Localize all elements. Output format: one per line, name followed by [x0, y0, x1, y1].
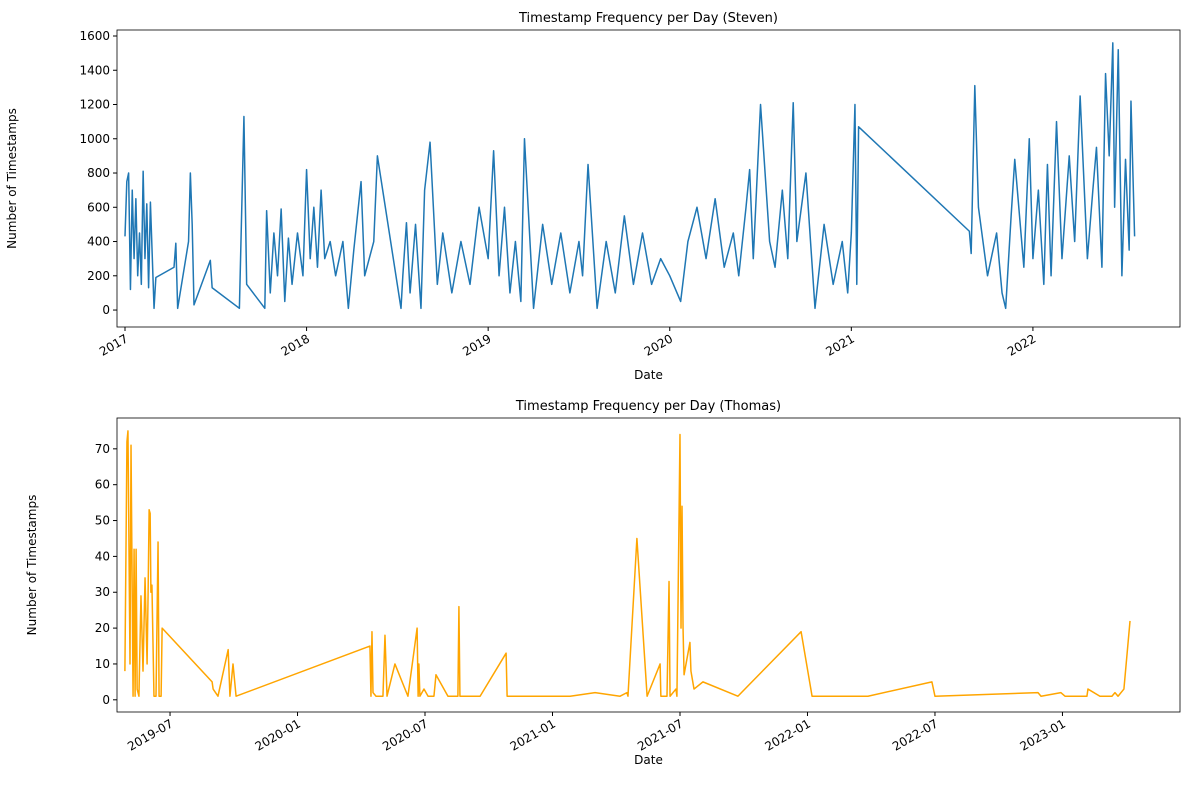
chart-title: Timestamp Frequency per Day (Thomas): [515, 399, 781, 414]
y-tick-label: 1200: [79, 98, 110, 112]
x-tick-label: 2022-01: [763, 716, 813, 753]
x-tick-label: 2022: [1005, 331, 1038, 358]
x-tick-label: 2022-07: [890, 716, 940, 753]
x-tick-label: 2023-01: [1018, 716, 1068, 753]
x-tick-label: 2017: [97, 331, 130, 358]
y-tick-label: 200: [87, 269, 110, 283]
x-tick-label: 2021-01: [508, 716, 558, 753]
y-axis-label: Number of Timestamps: [25, 495, 39, 636]
x-tick-label: 2020-01: [253, 716, 303, 753]
x-axis-label: Date: [634, 368, 663, 382]
data-line: [124, 430, 1131, 697]
y-tick-label: 800: [87, 166, 110, 180]
y-tick-label: 0: [102, 693, 110, 707]
y-tick-label: 600: [87, 200, 110, 214]
x-tick-label: 2020: [642, 331, 675, 358]
y-tick-label: 10: [95, 657, 110, 671]
x-tick-label: 2018: [279, 331, 312, 358]
y-axis-label: Number of Timestamps: [5, 108, 19, 249]
y-tick-label: 70: [95, 442, 110, 456]
chart-title: Timestamp Frequency per Day (Steven): [518, 11, 778, 26]
y-tick-label: 1600: [79, 29, 110, 43]
x-tick-label: 2019: [460, 331, 493, 358]
y-tick-label: 30: [95, 585, 110, 599]
x-tick-label: 2020-07: [380, 716, 430, 753]
data-line: [124, 42, 1136, 310]
y-tick-label: 400: [87, 235, 110, 249]
y-tick-label: 0: [102, 303, 110, 317]
x-tick-label: 2021-07: [635, 716, 685, 753]
y-tick-label: 60: [95, 478, 110, 492]
y-tick-label: 20: [95, 621, 110, 635]
y-tick-label: 1000: [79, 132, 110, 146]
x-tick-label: 2021: [823, 331, 856, 358]
x-tick-label: 2019-07: [125, 716, 175, 753]
y-tick-label: 50: [95, 514, 110, 528]
plot-frame: [116, 417, 1181, 713]
plot-frame: [116, 29, 1181, 328]
y-tick-label: 40: [95, 549, 110, 563]
y-tick-label: 1400: [79, 63, 110, 77]
x-axis-label: Date: [634, 753, 663, 767]
